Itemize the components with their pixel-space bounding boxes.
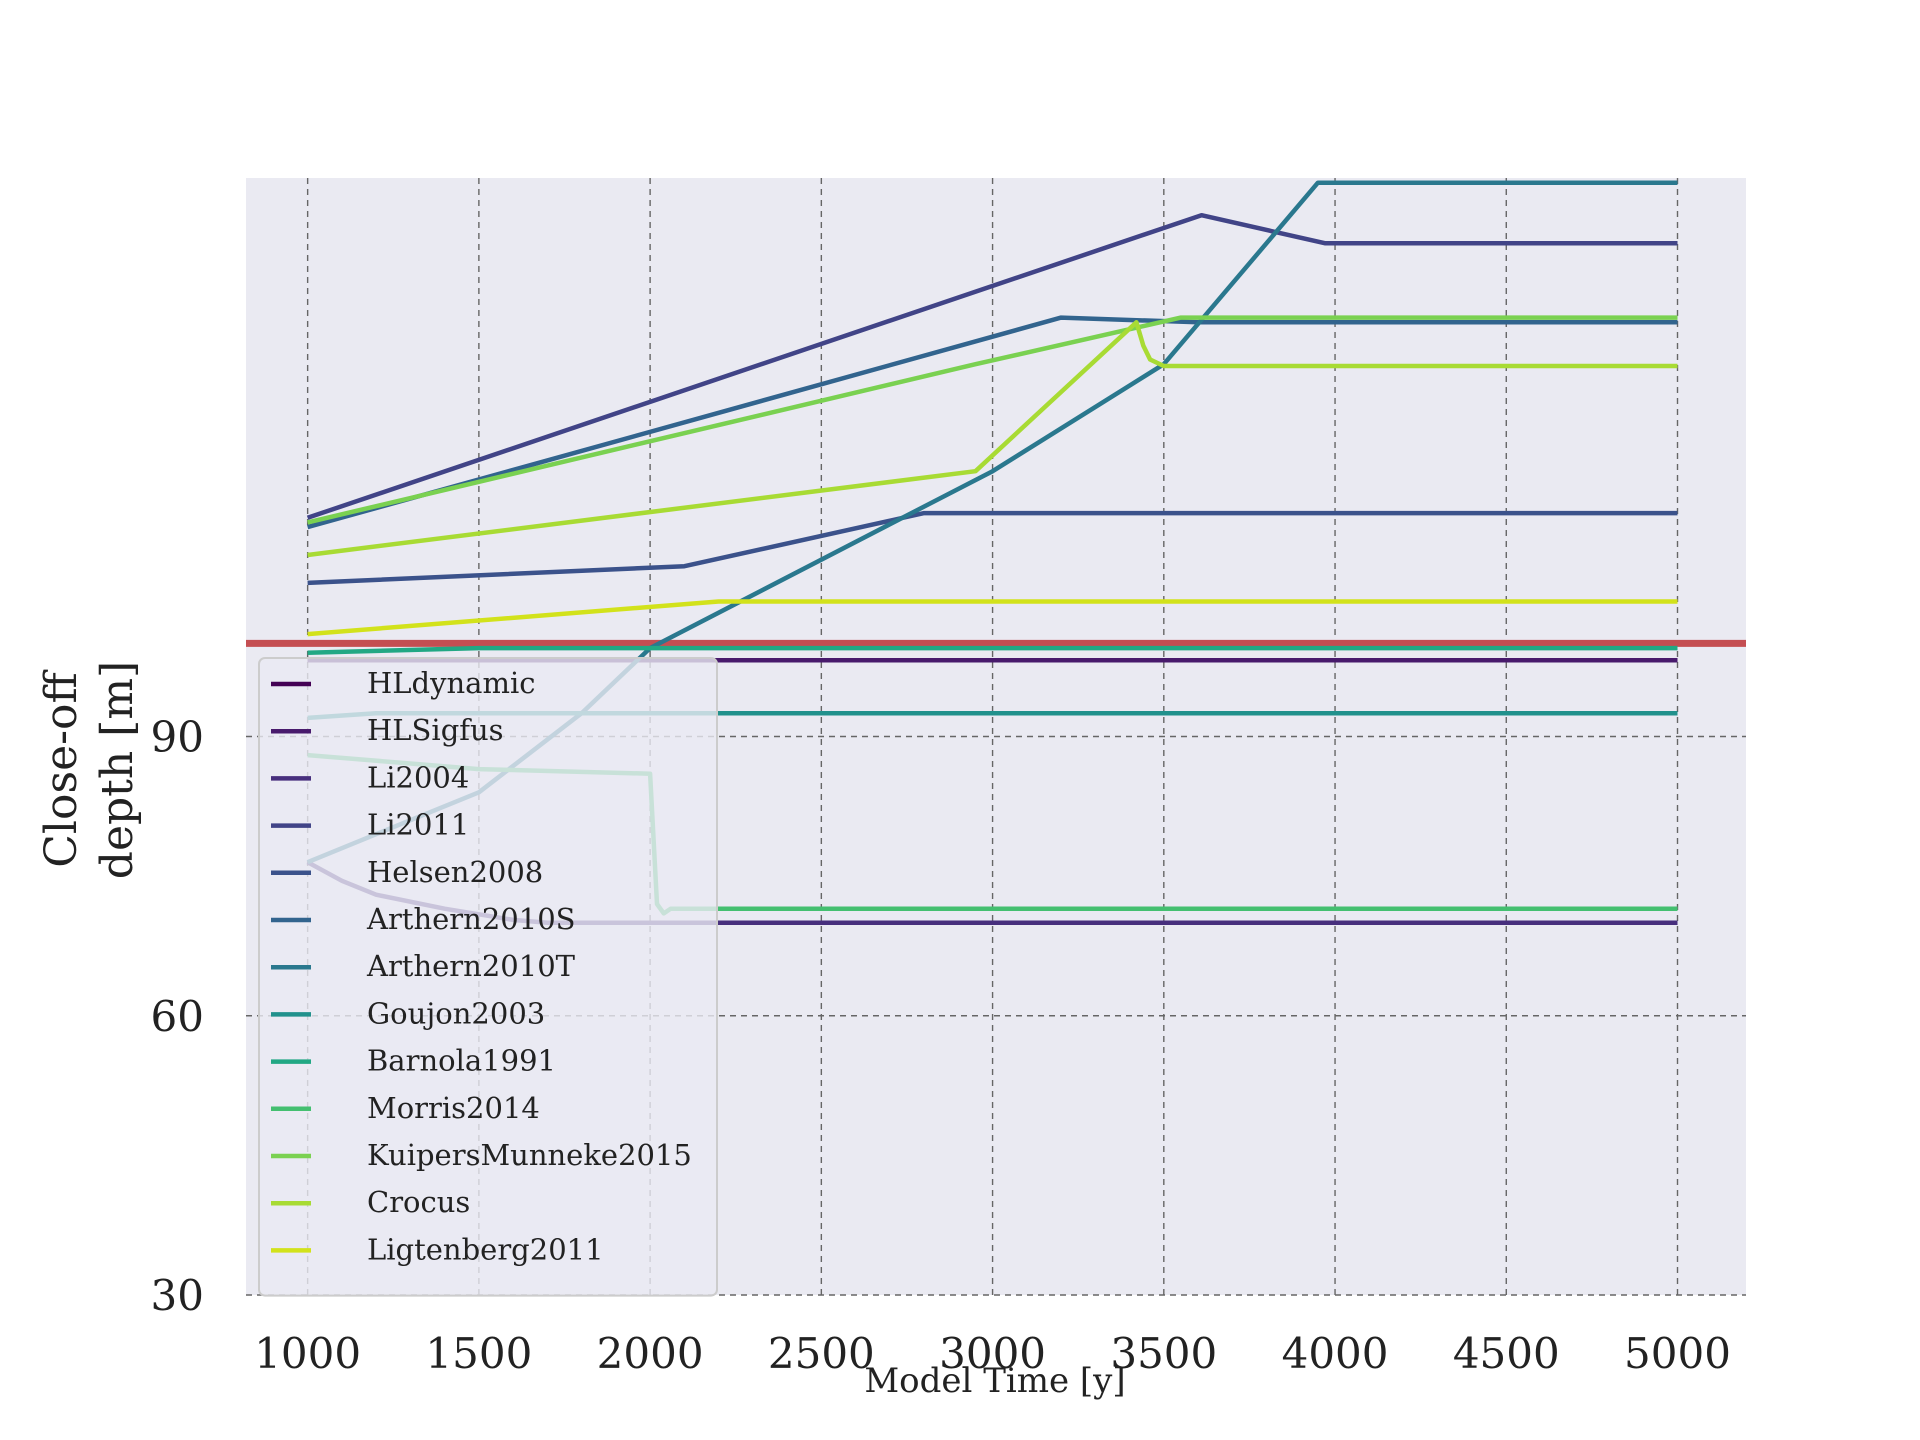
legend: HLdynamic HLSigfus Li2004 Li2011 Helsen2008 A… [258, 657, 718, 1297]
series-line-Ligtenberg2011 [307, 599, 1678, 637]
x-tick-label: 1500 [425, 1329, 532, 1378]
legend-label: Arthern2010T [366, 949, 576, 983]
legend-entry: Arthern2010T [271, 949, 576, 983]
y-tick-label: 30 [151, 1271, 204, 1320]
legend-label: Arthern2010S [366, 902, 576, 936]
legend-entry: Crocus [271, 1185, 470, 1219]
x-tick-labels: 1000 1500 2000 2500 3000 3500 4000 4500 5000 [254, 1329, 1731, 1378]
legend-entry: Ligtenberg2011 [271, 1232, 604, 1266]
legend-entry: Li2004 [271, 760, 469, 794]
x-axis-label: Model Time [y] [864, 1361, 1125, 1401]
legend-label: HLSigfus [367, 713, 504, 747]
y-axis-label-line-1: Close-off [36, 670, 87, 868]
legend-label: Li2011 [367, 808, 469, 842]
legend-label: Crocus [367, 1185, 470, 1219]
x-tick-label: 1000 [254, 1329, 361, 1378]
legend-entry: Helsen2008 [271, 855, 543, 889]
y-tick-labels: 30 60 90 [151, 713, 204, 1321]
legend-entry: HLSigfus [271, 713, 504, 747]
x-tick-label: 2500 [768, 1329, 875, 1378]
legend-entry: Morris2014 [271, 1091, 540, 1125]
series-line-Barnola1991 [307, 645, 1678, 655]
x-tick-label: 5000 [1624, 1329, 1731, 1378]
series-line-Arthern2010S [306, 315, 1678, 530]
series-line-Li2011 [306, 212, 1678, 520]
x-tick-label: 4000 [1282, 1329, 1389, 1378]
legend-label: Goujon2003 [367, 996, 545, 1030]
legend-entry: HLdynamic [271, 666, 535, 700]
x-tick-label: 2000 [597, 1329, 704, 1378]
series-line-Helsen2008 [307, 510, 1678, 586]
x-tick-label: 3000 [939, 1329, 1046, 1378]
legend-label: Barnola1991 [367, 1044, 556, 1078]
legend-label: HLdynamic [367, 666, 535, 700]
y-tick-label: 90 [151, 713, 204, 762]
legend-label: Li2004 [367, 760, 469, 794]
series-line-KuipersMunneke2015 [307, 315, 1678, 525]
x-tick-label: 3500 [1110, 1329, 1217, 1378]
x-tick-label: 4500 [1453, 1329, 1560, 1378]
legend-entry: Arthern2010S [271, 902, 576, 936]
grid-lines [246, 178, 1746, 1296]
y-tick-label: 60 [151, 992, 204, 1041]
series-line-Crocus [307, 320, 1678, 558]
legend-label: Ligtenberg2011 [367, 1232, 604, 1266]
legend-entry: KuipersMunneke2015 [271, 1138, 692, 1172]
legend-entry: Barnola1991 [271, 1044, 556, 1078]
legend-entry: Li2011 [271, 808, 469, 842]
legend-label: Morris2014 [367, 1091, 540, 1125]
legend-box [258, 657, 718, 1297]
legend-label: KuipersMunneke2015 [367, 1138, 692, 1172]
legend-label: Helsen2008 [367, 855, 543, 889]
legend-entry: Goujon2003 [271, 996, 545, 1030]
y-axis-label-line-2: depth [m] [92, 661, 143, 879]
y-axis-label: Close-off depth [m] [36, 661, 143, 879]
